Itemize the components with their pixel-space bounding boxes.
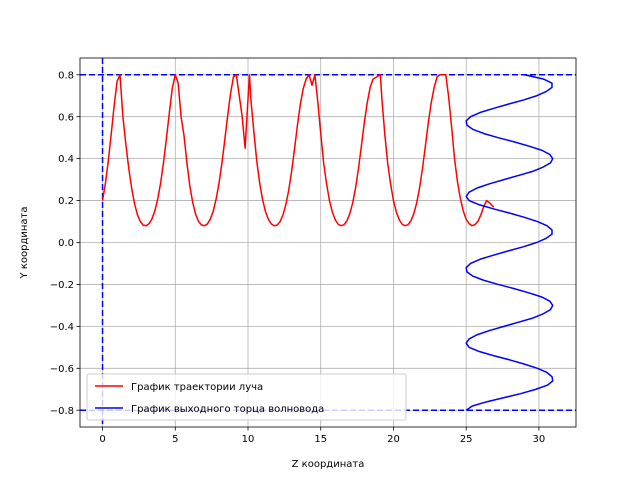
series-line-trajectory	[101, 74, 495, 227]
y-tick-label: 0.8	[58, 70, 74, 81]
x-tick-label: 30	[533, 434, 546, 445]
y-tick-label: 0.6	[58, 112, 74, 123]
legend-label-trajectory: График траектории луча	[131, 382, 263, 393]
x-axis-ticks: 0 5 10 15 20 25 30	[99, 427, 545, 445]
x-tick-label: 15	[314, 434, 327, 445]
legend-label-waveguide-end: График выходного торца волновода	[131, 404, 324, 415]
x-tick-label: 0	[99, 434, 105, 445]
x-tick-label: 25	[460, 434, 473, 445]
legend-box	[86, 373, 407, 421]
y-tick-label: 0.0	[58, 238, 74, 249]
y-tick-label: −0.6	[50, 364, 74, 375]
chart-grid	[80, 58, 576, 427]
x-tick-label: 5	[172, 434, 178, 445]
y-axis-label: Y координата	[19, 207, 30, 280]
y-axis-ticks: −0.8 −0.6 −0.4 −0.2 0.0 0.2 0.4 0.6 0.8	[50, 70, 80, 417]
y-tick-label: −0.4	[50, 322, 74, 333]
x-tick-label: 20	[387, 434, 400, 445]
y-tick-label: 0.2	[58, 196, 74, 207]
chart-legend: График траектории луча График выходного …	[86, 373, 407, 421]
x-axis-label: Z координата	[292, 459, 365, 470]
y-tick-label: −0.2	[50, 280, 74, 291]
x-tick-label: 10	[242, 434, 255, 445]
y-tick-label: 0.4	[58, 154, 74, 165]
y-tick-label: −0.8	[50, 406, 74, 417]
series-line-waveguide-end	[465, 74, 554, 411]
